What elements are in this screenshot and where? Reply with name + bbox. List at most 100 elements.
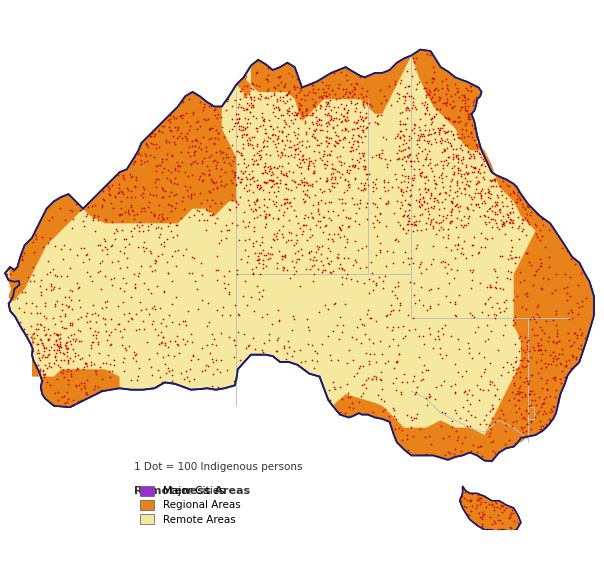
Point — [341, 90, 350, 99]
Point — [260, 165, 270, 175]
Point — [278, 232, 288, 241]
Point — [180, 316, 190, 325]
Point — [186, 191, 196, 200]
Point — [322, 111, 332, 120]
Point — [500, 230, 510, 239]
Point — [532, 233, 542, 242]
Point — [326, 355, 335, 365]
Point — [109, 203, 118, 212]
Point — [309, 255, 318, 265]
Point — [161, 340, 170, 350]
Point — [515, 372, 524, 381]
Point — [146, 208, 155, 217]
Point — [483, 334, 493, 343]
Point — [361, 109, 371, 118]
Point — [118, 297, 128, 306]
Point — [70, 336, 80, 345]
Point — [507, 388, 517, 397]
Point — [364, 275, 374, 284]
Point — [318, 151, 327, 161]
Point — [242, 105, 252, 114]
Point — [226, 195, 236, 205]
Point — [296, 168, 306, 177]
Point — [388, 406, 398, 415]
Point — [411, 220, 421, 229]
Point — [421, 394, 431, 403]
Point — [458, 438, 467, 447]
Point — [369, 349, 379, 358]
Point — [36, 384, 46, 393]
Point — [500, 416, 510, 425]
Point — [483, 192, 493, 202]
Point — [345, 88, 355, 98]
Point — [402, 182, 412, 191]
Point — [409, 371, 419, 380]
Point — [541, 379, 550, 388]
Point — [324, 108, 333, 117]
Point — [560, 372, 570, 381]
Point — [513, 511, 522, 520]
Point — [494, 395, 504, 404]
Point — [455, 165, 464, 175]
Point — [506, 522, 515, 531]
Point — [516, 336, 526, 346]
Point — [461, 162, 471, 172]
Point — [219, 157, 228, 166]
Point — [522, 288, 532, 297]
Point — [457, 140, 466, 150]
Point — [245, 200, 254, 209]
Point — [498, 410, 507, 419]
Point — [361, 162, 370, 172]
Point — [442, 134, 452, 143]
Point — [300, 221, 309, 230]
Point — [72, 363, 82, 372]
Point — [460, 432, 470, 442]
Point — [290, 84, 300, 94]
Point — [486, 181, 495, 190]
Point — [223, 288, 233, 297]
Point — [496, 501, 506, 510]
Point — [126, 192, 135, 202]
Point — [101, 214, 111, 224]
Point — [342, 358, 352, 368]
Point — [409, 58, 419, 67]
Point — [238, 168, 248, 177]
Point — [498, 285, 508, 294]
Point — [337, 328, 347, 337]
Point — [443, 161, 452, 170]
Point — [207, 123, 217, 132]
Point — [453, 165, 463, 175]
Point — [323, 151, 332, 160]
Point — [422, 99, 431, 109]
Polygon shape — [460, 486, 521, 531]
Point — [47, 280, 56, 289]
Point — [321, 220, 330, 229]
Point — [278, 262, 288, 272]
Point — [235, 356, 245, 365]
Point — [16, 317, 25, 326]
Point — [70, 349, 80, 358]
Point — [260, 161, 269, 171]
Point — [533, 300, 543, 309]
Point — [53, 360, 63, 369]
Point — [419, 361, 428, 370]
Point — [211, 355, 221, 364]
Point — [506, 190, 515, 199]
Point — [95, 258, 105, 268]
Point — [89, 330, 98, 339]
Point — [352, 117, 362, 127]
Point — [224, 127, 234, 136]
Point — [230, 340, 240, 350]
Point — [403, 216, 413, 225]
Point — [283, 184, 293, 194]
Point — [82, 390, 91, 399]
Point — [495, 181, 505, 191]
Point — [248, 160, 257, 169]
Point — [77, 385, 86, 394]
Point — [365, 357, 374, 366]
Point — [289, 311, 298, 320]
Point — [264, 194, 274, 203]
Point — [232, 269, 242, 279]
Point — [102, 297, 112, 306]
Point — [31, 229, 40, 239]
